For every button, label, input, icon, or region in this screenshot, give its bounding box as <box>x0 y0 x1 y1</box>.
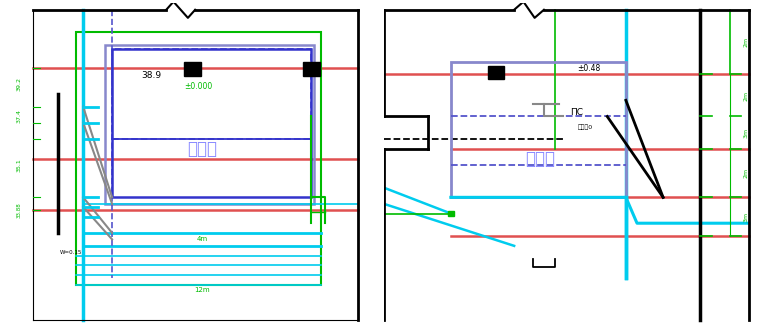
Text: 3m: 3m <box>743 212 748 222</box>
Text: 2m: 2m <box>743 37 748 47</box>
Bar <box>448 211 454 216</box>
Text: 盾构机: 盾构机 <box>525 149 556 168</box>
Text: 37.4: 37.4 <box>17 110 21 123</box>
Text: W=0.15: W=0.15 <box>60 250 82 255</box>
Text: 33.88: 33.88 <box>17 202 21 218</box>
Text: 2m: 2m <box>743 90 748 101</box>
Text: ΠC: ΠC <box>570 108 583 117</box>
Text: ±0.48: ±0.48 <box>578 64 600 73</box>
Text: 临建时0: 临建时0 <box>578 125 593 130</box>
Text: 3m: 3m <box>743 128 748 138</box>
Bar <box>303 61 320 76</box>
Text: 12m: 12m <box>195 287 211 293</box>
Text: 39.2: 39.2 <box>17 77 21 91</box>
Text: ±0.000: ±0.000 <box>185 82 213 91</box>
Bar <box>185 61 201 76</box>
Text: 38.9: 38.9 <box>141 71 161 80</box>
Text: 2m: 2m <box>743 168 748 178</box>
Text: 盾构机: 盾构机 <box>188 140 217 158</box>
Text: 35.1: 35.1 <box>17 158 21 172</box>
Bar <box>488 66 504 79</box>
Text: 4m: 4m <box>197 236 208 242</box>
